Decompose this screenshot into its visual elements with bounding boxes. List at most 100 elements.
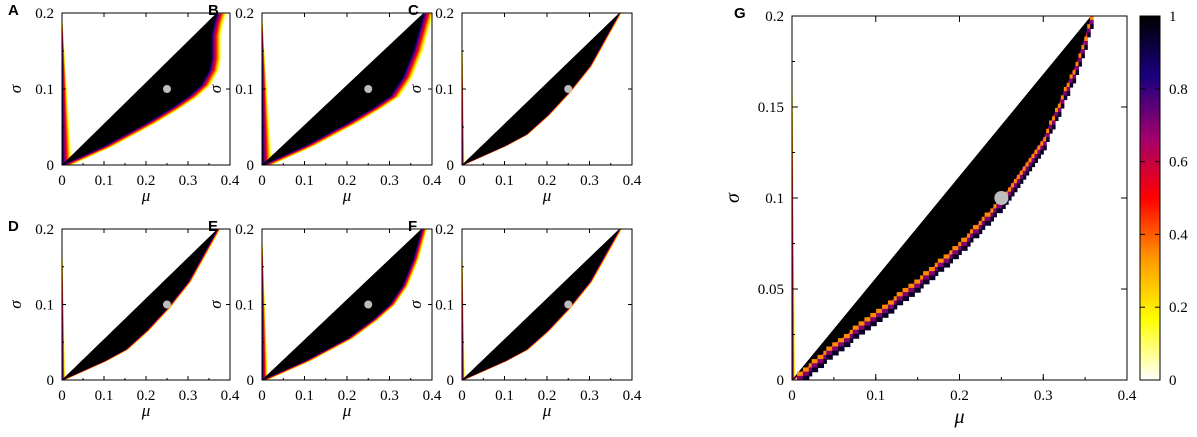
synchronous-region: [462, 229, 620, 380]
heatmap-cell: [1037, 145, 1041, 151]
heatmap-cell: [990, 216, 995, 222]
heatmap-cell: [1022, 174, 1027, 180]
heatmap-cell: [993, 204, 997, 209]
heatmap-cell: [981, 220, 986, 226]
heatmap-cell: [1066, 82, 1071, 88]
heatmap-cell: [870, 321, 874, 327]
heatmap-cell: [943, 254, 948, 260]
heatmap-cell: [1060, 95, 1065, 101]
heatmap-cell: [1034, 153, 1038, 159]
panel-letter: D: [8, 218, 19, 235]
heatmap-cell: [914, 283, 918, 289]
heatmap-cell: [955, 254, 959, 260]
heatmap-cell: [964, 241, 968, 247]
heatmap-cell: [958, 246, 962, 251]
heatmap-cell: [829, 346, 833, 352]
synchronous-region: [462, 13, 620, 165]
heatmap-cell: [943, 258, 948, 264]
heatmap-cell: [1081, 45, 1085, 50]
heatmap-cell: [843, 342, 848, 348]
x-tick-label: 0.2: [137, 173, 156, 189]
panel-letter: G: [734, 5, 746, 22]
panel-title: BAN (γ = 0): [470, 236, 556, 255]
heatmap-cell: [835, 342, 839, 348]
heatmap-cell: [1043, 141, 1047, 147]
x-tick-label: 0.4: [221, 173, 240, 189]
heatmap-cell: [1011, 187, 1015, 193]
heatmap-cell: [797, 371, 801, 377]
heatmap-cell: [823, 350, 827, 356]
heatmap-cell: [873, 313, 877, 318]
heatmap-cell: [905, 292, 910, 297]
y-tick-label: 0: [47, 158, 55, 174]
panel-letter: C: [408, 2, 419, 19]
heatmap-cell: [826, 350, 830, 356]
heatmap-cell: [946, 254, 951, 260]
heatmap-cell: [852, 333, 857, 339]
x-tick-label: 0.4: [623, 388, 642, 404]
reference-point-marker: [364, 85, 373, 93]
heatmap-cell: [958, 241, 962, 247]
heatmap-cell: [1046, 133, 1050, 138]
y-axis-label: σ: [722, 192, 744, 203]
heatmap-cell: [1034, 158, 1038, 163]
heatmap-cell: [975, 233, 980, 239]
y-tick-label: 0.1: [235, 298, 254, 314]
heatmap-cell: [937, 262, 942, 268]
synchronous-region: [792, 16, 1091, 380]
heatmap-cell: [969, 229, 974, 235]
heatmap-cell: [802, 367, 807, 373]
heatmap-cell: [843, 333, 848, 339]
heatmap-cell: [1078, 57, 1082, 63]
y-tick-label: 0: [447, 158, 455, 174]
heatmap-cell: [811, 359, 816, 364]
heatmap-cell: [1019, 179, 1024, 184]
heatmap-cell: [829, 354, 833, 360]
heatmap-cell: [1013, 183, 1018, 189]
heatmap-cell: [861, 329, 866, 335]
heatmap-cell: [1057, 112, 1062, 117]
heatmap-cell: [1046, 137, 1050, 142]
heatmap-cell: [882, 304, 886, 310]
heatmap-cell: [858, 321, 863, 327]
heatmap-cell: [1005, 200, 1009, 205]
heatmap-cell: [1075, 66, 1080, 71]
heatmap-cell: [899, 300, 904, 306]
heatmap-cell: [1040, 145, 1044, 151]
panel-title: RRN (γ = 0): [70, 236, 155, 255]
heatmap-cell: [1016, 174, 1021, 180]
heatmap-cell: [1090, 20, 1094, 25]
heatmap-cell: [987, 220, 992, 226]
heatmap-cell: [987, 216, 992, 222]
heatmap-cell: [1028, 158, 1033, 163]
heatmap-cell: [1019, 170, 1024, 176]
heatmap-cell: [1043, 145, 1047, 151]
panel-g: 0 0.1 0.2 0.3 0.4 0 0.05 0.1 0.15 0.2 μ σ Gγ = 1: [722, 5, 1137, 428]
heatmap-cell: [934, 266, 939, 272]
heatmap-cell: [861, 325, 866, 331]
heatmap-cell: [867, 317, 871, 322]
heatmap-cell: [838, 342, 842, 348]
heatmap-cell: [1016, 179, 1021, 184]
heatmap-cell: [931, 266, 936, 272]
heatmap-cell: [896, 296, 901, 302]
heatmap-cell: [955, 246, 959, 251]
heatmap-cell: [890, 304, 895, 310]
heatmap-cell: [1087, 32, 1091, 38]
panel-title: HKN (γ = 0): [270, 236, 357, 255]
heatmap-cell: [978, 225, 983, 230]
x-tick-label: 0.3: [1034, 388, 1053, 404]
x-tick-label: 0.3: [380, 173, 399, 189]
heatmap-cell: [1019, 174, 1024, 180]
heatmap-cell: [832, 350, 836, 356]
heatmap-cell: [879, 308, 883, 314]
heatmap-cell: [1002, 204, 1006, 209]
panel-title: ERN (γ = 0): [470, 20, 554, 39]
heatmap-cell: [949, 254, 953, 260]
x-tick-label: 0.4: [423, 388, 442, 404]
heatmap-cell: [1025, 166, 1030, 172]
y-axis-label: σ: [206, 300, 225, 309]
heatmap-cell: [893, 304, 898, 310]
colorbar: 0 0.2 0.4 0.6 0.8 1: [1139, 9, 1188, 389]
